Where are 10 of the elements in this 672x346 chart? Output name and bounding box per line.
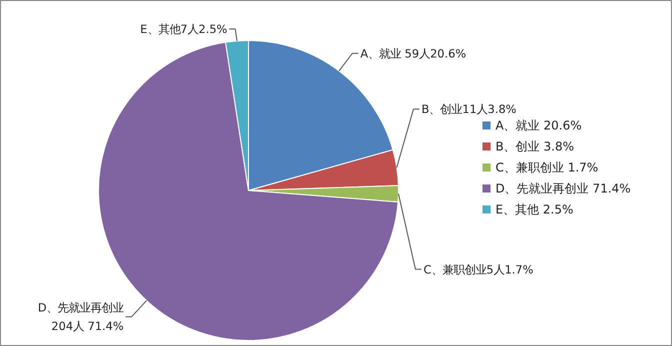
data-label: A、就业 59人20.6% <box>360 46 466 60</box>
data-label: E、其他7人2.5% <box>140 22 228 36</box>
legend-label: E、其他 2.5% <box>496 202 574 216</box>
data-label: C、兼职创业5人1.7% <box>423 262 534 276</box>
data-label: B、创业11人3.8% <box>421 102 517 116</box>
legend-label: B、创业 3.8% <box>496 140 574 154</box>
legend-label: D、先就业再创业 71.4% <box>496 182 631 196</box>
legend-label: C、兼职创业 1.7% <box>496 160 598 174</box>
data-label: D、先就业再创业 204人 71.4% <box>38 300 124 333</box>
legend-label: A、就业 20.6% <box>496 118 582 132</box>
